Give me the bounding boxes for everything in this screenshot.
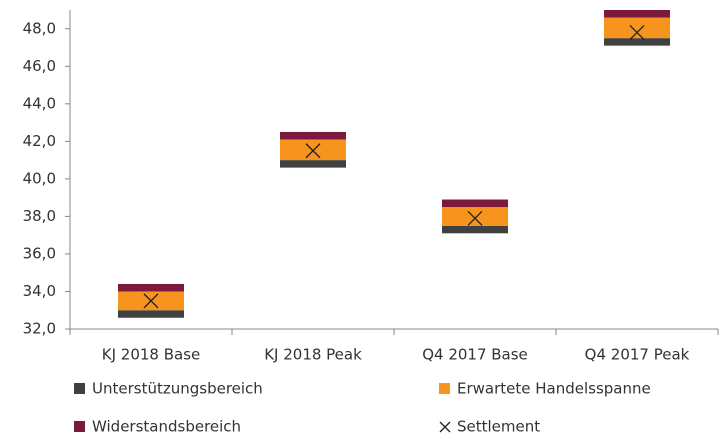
x-tick-label: Q4 2017 Peak (585, 346, 690, 364)
settlement-marker (143, 293, 159, 309)
range-segment (604, 38, 670, 46)
settlement-marker (629, 25, 645, 40)
legend-swatch (439, 383, 450, 394)
legend-swatch (74, 421, 85, 432)
y-tick-label: 46,0 (23, 57, 56, 75)
range-segment (604, 17, 670, 39)
x-tick-label: KJ 2018 Base (102, 346, 201, 364)
range-segment (280, 139, 346, 161)
y-tick-label: 42,0 (23, 132, 56, 150)
y-tick-label: 34,0 (23, 282, 56, 300)
range-segment (442, 199, 508, 208)
range-segment (442, 225, 508, 234)
x-tick-label: Q4 2017 Base (422, 346, 528, 364)
legend-label: Unterstützungsbereich (92, 380, 263, 398)
range-segment (442, 207, 508, 226)
settlement-marker (305, 143, 321, 159)
range-segment (118, 310, 184, 318)
y-tick-label: 40,0 (23, 169, 56, 187)
settlement-marker (467, 210, 483, 226)
x-tick-label: KJ 2018 Peak (264, 346, 362, 364)
y-tick-label: 38,0 (23, 207, 56, 225)
legend-label: Settlement (457, 418, 540, 435)
y-tick-label: 44,0 (23, 94, 56, 112)
range-segment (118, 283, 184, 292)
legend-label: Widerstandsbereich (92, 418, 241, 435)
range-segment (280, 131, 346, 140)
legend-swatch (74, 383, 85, 394)
legend-label: Erwartete Handelsspanne (457, 380, 651, 398)
range-segment (280, 160, 346, 168)
y-tick-label: 32,0 (23, 320, 56, 338)
range-segment (604, 10, 670, 18)
y-tick-label: 48,0 (23, 19, 56, 37)
legend-marker (439, 421, 451, 433)
y-tick-label: 36,0 (23, 244, 56, 262)
